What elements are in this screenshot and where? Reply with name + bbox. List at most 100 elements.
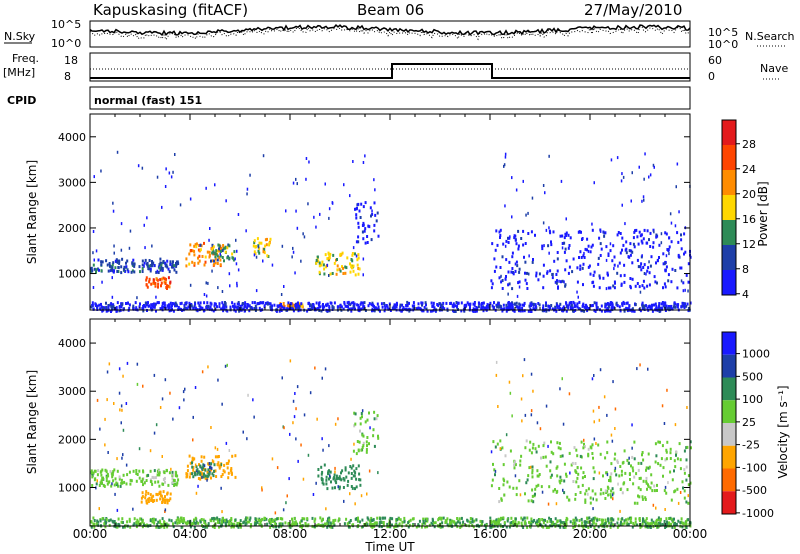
data-cell — [475, 309, 478, 313]
data-cell — [620, 179, 623, 183]
data-cell — [173, 268, 176, 272]
data-cell — [175, 270, 178, 274]
data-cell — [674, 305, 677, 309]
data-cell — [440, 307, 443, 311]
data-cell — [323, 463, 326, 467]
data-cell — [403, 516, 406, 520]
data-cell — [156, 473, 159, 477]
data-cell — [403, 519, 406, 523]
data-cell — [258, 251, 261, 255]
data-cell — [586, 309, 589, 313]
data-cell — [399, 303, 402, 307]
data-cell — [117, 484, 119, 488]
data-cell — [210, 259, 212, 263]
data-cell — [514, 517, 517, 521]
data-cell — [523, 255, 525, 259]
data-cell — [94, 302, 97, 306]
data-cell — [628, 461, 630, 465]
data-cell — [309, 391, 312, 395]
data-cell — [113, 402, 115, 405]
data-cell — [687, 494, 689, 498]
data-cell — [359, 483, 362, 487]
data-cell — [170, 467, 172, 471]
data-cell — [589, 501, 592, 505]
data-cell — [364, 420, 367, 424]
data-cell — [610, 472, 613, 476]
data-cell — [673, 305, 675, 309]
data-cell — [362, 307, 365, 311]
data-cell — [292, 246, 294, 250]
data-cell — [670, 280, 673, 284]
data-cell — [540, 485, 543, 489]
data-cell — [623, 521, 626, 525]
data-cell — [515, 242, 518, 246]
data-cell — [227, 523, 230, 527]
data-cell — [661, 301, 664, 304]
data-cell — [110, 268, 113, 272]
data-cell — [386, 305, 389, 309]
data-cell — [559, 447, 562, 451]
data-cell — [162, 478, 165, 481]
data-cell — [166, 259, 169, 263]
data-cell — [582, 262, 585, 266]
x-tick-label: 16:00 — [473, 527, 508, 541]
data-cell — [612, 497, 614, 501]
data-cell — [267, 255, 270, 258]
data-cell — [358, 209, 361, 213]
data-cell — [100, 481, 103, 485]
data-cell — [101, 260, 104, 264]
data-cell — [329, 470, 332, 474]
data-cell — [104, 525, 107, 529]
data-cell — [200, 455, 203, 459]
data-cell — [194, 521, 197, 525]
data-cell — [519, 493, 522, 497]
data-cell — [175, 302, 178, 306]
data-cell — [305, 177, 307, 181]
data-cell — [688, 306, 690, 310]
data-cell — [265, 243, 268, 247]
data-cell — [509, 521, 512, 525]
data-cell — [264, 517, 266, 520]
data-cell — [144, 493, 147, 497]
data-cell — [368, 225, 371, 229]
data-cell — [567, 498, 570, 502]
data-cell — [135, 469, 138, 472]
data-cell — [647, 483, 649, 487]
data-cell — [614, 407, 617, 411]
data-cell — [643, 306, 646, 310]
data-cell — [652, 503, 655, 507]
data-cell — [679, 458, 682, 462]
data-cell — [258, 306, 261, 310]
data-cell — [670, 240, 673, 244]
data-cell — [533, 307, 535, 311]
data-cell — [609, 301, 612, 305]
data-cell — [177, 518, 180, 522]
data-cell — [281, 376, 283, 380]
data-cell — [549, 519, 552, 523]
data-cell — [517, 229, 520, 233]
freq-label: Freq. — [12, 52, 39, 65]
data-cell — [245, 516, 248, 520]
data-cell — [605, 471, 608, 475]
data-cell — [601, 522, 603, 526]
data-cell — [518, 270, 521, 274]
data-cell — [640, 461, 643, 465]
data-cell — [639, 363, 641, 367]
data-cell — [531, 468, 534, 472]
data-cell — [577, 295, 579, 299]
data-cell — [331, 272, 334, 275]
data-cell — [175, 483, 178, 487]
data-cell — [319, 516, 322, 520]
data-cell — [219, 254, 222, 258]
data-cell — [361, 230, 364, 234]
data-cell — [344, 271, 347, 275]
data-cell — [335, 272, 338, 276]
data-cell — [125, 482, 128, 486]
data-cell — [563, 241, 566, 245]
data-cell — [149, 449, 152, 453]
data-cell — [490, 521, 493, 525]
data-cell — [591, 304, 594, 307]
data-cell — [668, 517, 671, 520]
data-cell — [599, 368, 602, 372]
